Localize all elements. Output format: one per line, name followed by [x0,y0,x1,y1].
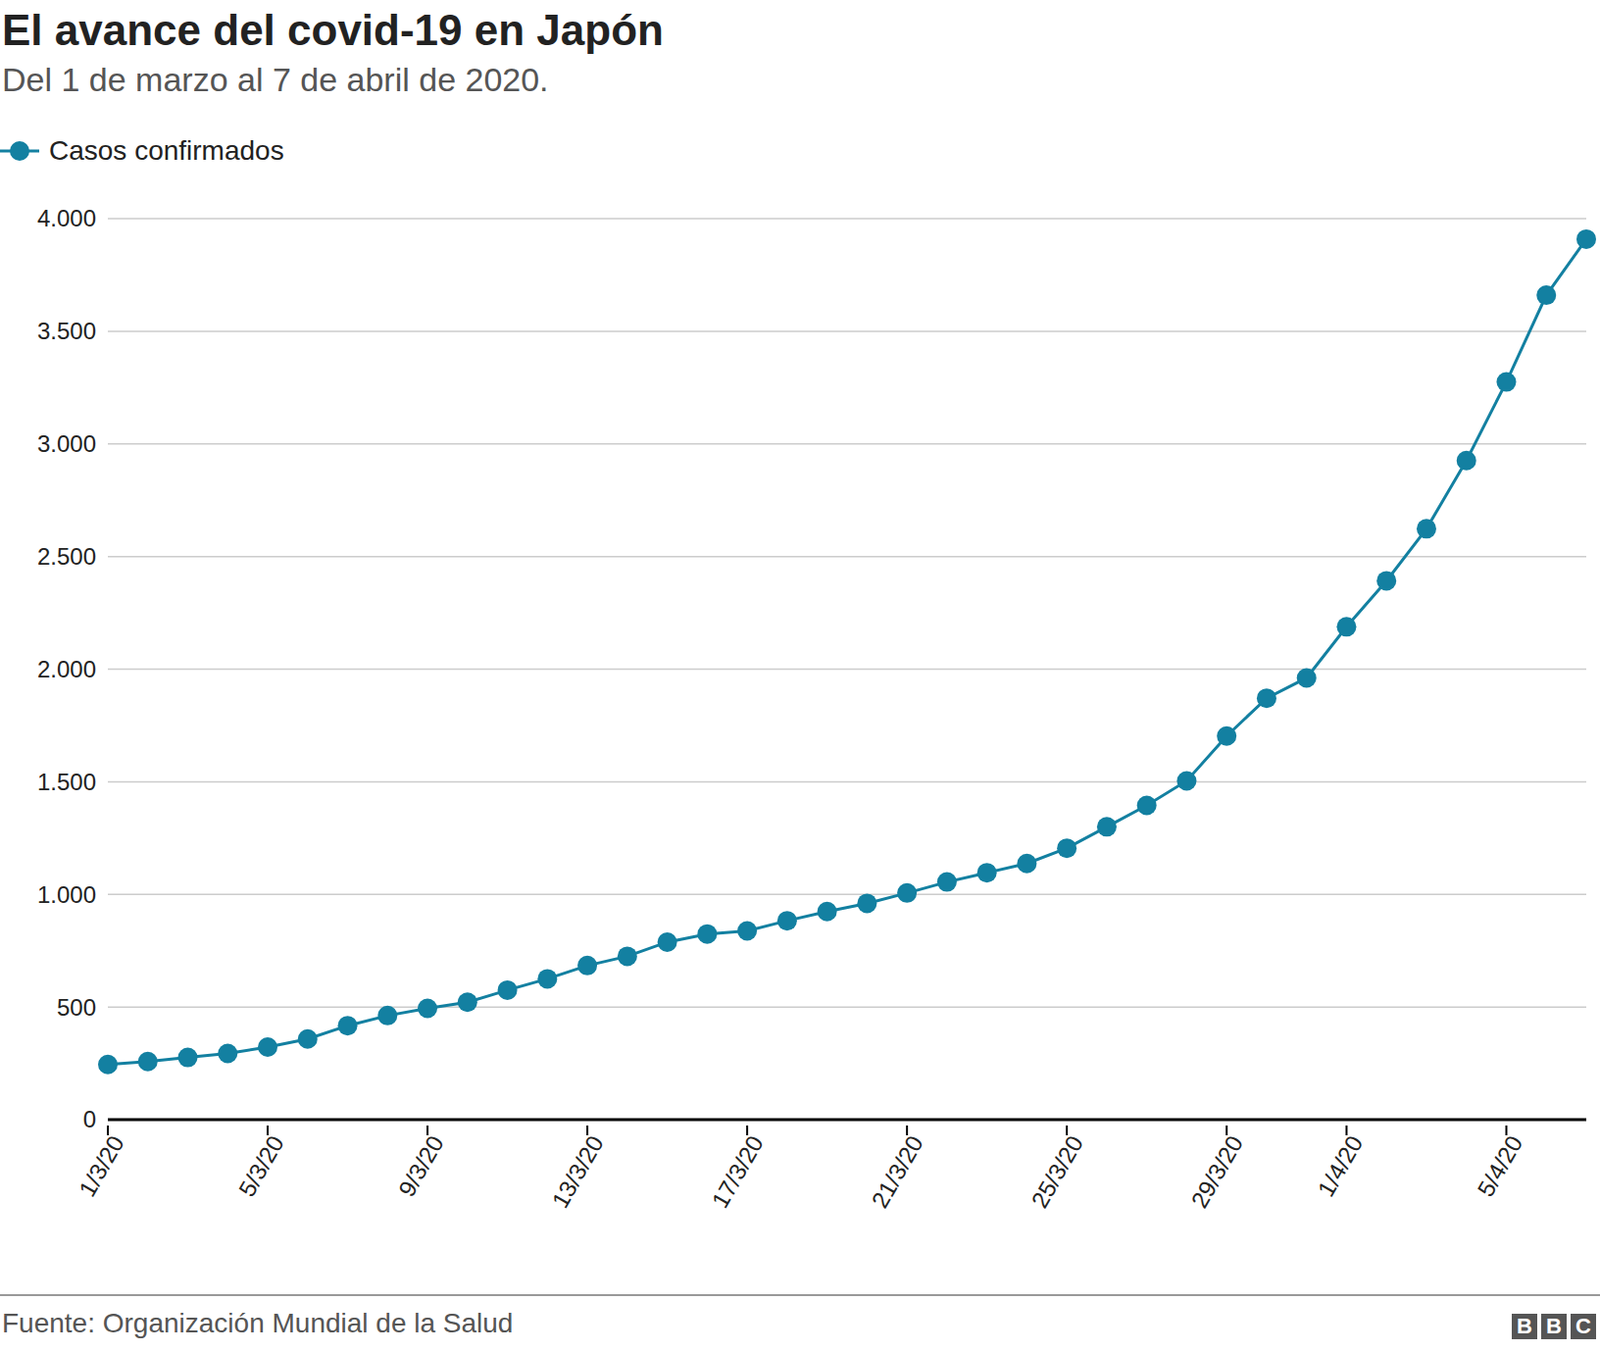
svg-text:4.000: 4.000 [37,204,97,232]
svg-text:17/3/20: 17/3/20 [705,1131,768,1213]
svg-text:29/3/20: 29/3/20 [1185,1131,1248,1213]
svg-text:21/3/20: 21/3/20 [865,1131,928,1213]
svg-text:3.500: 3.500 [37,317,97,345]
html-text:C: C [1575,1313,1592,1339]
html-text:B: B [1516,1313,1533,1339]
svg-text:500: 500 [56,994,97,1021]
html-text:Del 1 de marzo al 7 de abril d: Del 1 de marzo al 7 de abril de 2020. [1,60,549,99]
svg-text:25/3/20: 25/3/20 [1025,1131,1088,1213]
html-text:B: B [1546,1313,1562,1339]
html-text:Fuente: Organización Mundial d: Fuente: Organización Mundial de la Salud [1,1307,514,1339]
svg-text:1/3/20: 1/3/20 [73,1131,130,1201]
html-text:El avance del covid-19 en Japó: El avance del covid-19 en Japón [1,5,664,54]
svg-text:1/4/20: 1/4/20 [1311,1131,1368,1201]
svg-text:0: 0 [83,1105,97,1133]
svg-text:9/3/20: 9/3/20 [393,1131,450,1201]
svg-text:1.500: 1.500 [37,768,97,796]
svg-text:1.000: 1.000 [37,881,97,908]
svg-text:5/3/20: 5/3/20 [233,1131,290,1201]
svg-text:2.000: 2.000 [37,655,97,683]
svg-text:2.500: 2.500 [37,543,97,570]
html-text:Casos confirmados: Casos confirmados [49,135,285,166]
svg-text:13/3/20: 13/3/20 [546,1131,608,1213]
svg-text:5/4/20: 5/4/20 [1471,1131,1528,1201]
svg-text:3.000: 3.000 [37,430,97,457]
